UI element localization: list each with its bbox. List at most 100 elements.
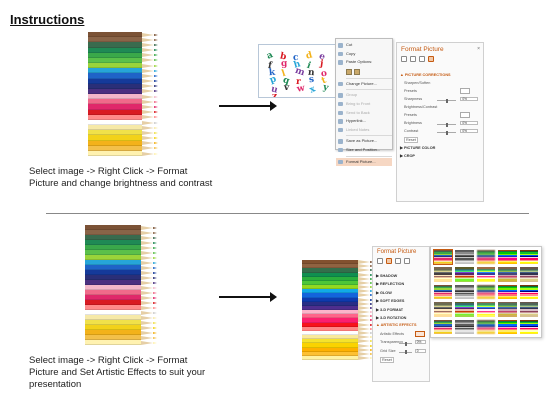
pencil	[88, 37, 158, 43]
artistic-effect-thumbnail[interactable]	[455, 250, 474, 265]
letter-glyph: y	[321, 82, 330, 94]
artistic-effect-thumbnail[interactable]	[434, 267, 453, 282]
menu-item-label: Send to Back	[346, 109, 370, 115]
artistic-effect-thumbnail[interactable]	[519, 250, 538, 265]
artistic-effect-thumbnail[interactable]	[519, 267, 538, 282]
pencil	[88, 42, 158, 48]
pane-row[interactable]: ▲ PICTURE CORRECTIONS	[400, 73, 451, 77]
tab-fill-line[interactable]	[401, 56, 407, 62]
pane-row[interactable]: ▶ GLOW	[376, 290, 392, 295]
artistic-effect-thumbnail[interactable]	[498, 319, 517, 334]
menu-item-change-picture[interactable]: Change Picture...	[336, 80, 392, 89]
value-spinner[interactable]: 0%	[460, 121, 478, 125]
pane-tabs	[377, 258, 410, 264]
pencil	[88, 99, 158, 105]
pencil-image-original[interactable]	[88, 32, 158, 157]
slider-knob[interactable]	[405, 341, 408, 346]
pane-row[interactable]: ▶ CROP	[400, 154, 415, 158]
value-slider[interactable]	[399, 350, 412, 355]
pane-row[interactable]: ▶ SOFT EDGES	[376, 299, 405, 304]
menu-item-label: Bring to Front	[346, 100, 371, 106]
menu-item-icon	[338, 159, 343, 165]
pane-row: Brightness/Contrast	[404, 105, 438, 109]
artistic-effect-thumbnail[interactable]	[498, 267, 517, 282]
value-slider[interactable]	[436, 130, 456, 135]
tab-effects[interactable]	[386, 258, 392, 264]
menu-item-copy[interactable]: Copy	[336, 50, 392, 59]
value-slider[interactable]	[399, 341, 412, 346]
pane-row[interactable]: ▶ SHADOW	[376, 274, 398, 278]
tab-picture[interactable]	[428, 56, 434, 62]
menu-item-format-picture[interactable]: Format Picture...	[336, 157, 392, 167]
pane-row[interactable]: ▶ REFLECTION	[376, 282, 405, 287]
value-spinner[interactable]: 0%	[460, 129, 478, 133]
tab-size-properties[interactable]	[395, 258, 401, 264]
tab-effects[interactable]	[410, 56, 416, 62]
preset-dropdown[interactable]	[414, 330, 425, 337]
tab-fill-line[interactable]	[377, 258, 383, 264]
pencil-image-result[interactable]	[302, 260, 374, 361]
artistic-effect-thumbnail[interactable]	[455, 267, 474, 282]
letter-glyph: x	[308, 84, 318, 96]
artistic-effect-thumbnail[interactable]	[455, 284, 474, 300]
artistic-effect-thumbnail[interactable]	[519, 302, 538, 317]
paste-icon[interactable]	[354, 68, 360, 75]
value-slider[interactable]	[436, 122, 456, 127]
menu-item-size-and-position[interactable]: Size and Position...	[336, 146, 392, 155]
menu-item-group: Group	[336, 91, 392, 100]
preset-dropdown[interactable]	[460, 112, 471, 118]
instruction-line: Select image -> Right Click -> Format	[29, 166, 188, 177]
menu-item-save-as-picture[interactable]: Save as Picture...	[336, 137, 392, 146]
slider-knob[interactable]	[446, 122, 449, 127]
preset-dropdown[interactable]	[460, 88, 471, 94]
artistic-effect-thumbnail[interactable]	[476, 319, 496, 334]
artistic-effect-thumbnail[interactable]	[434, 284, 453, 300]
tab-size-properties[interactable]	[419, 56, 425, 62]
artistic-effect-thumbnail[interactable]	[432, 248, 454, 266]
tab-picture[interactable]	[404, 258, 410, 264]
instruction-line: Picture and change brightness and contra…	[29, 178, 213, 189]
slider-knob[interactable]	[446, 130, 449, 135]
menu-item-cut[interactable]: Cut	[336, 41, 392, 50]
pencil-image-original[interactable]	[85, 225, 157, 345]
slider-knob[interactable]	[446, 98, 449, 103]
pencil	[85, 245, 157, 250]
menu-item-icon	[338, 81, 343, 87]
artistic-effect-thumbnail[interactable]	[455, 319, 474, 334]
slider-knob[interactable]	[405, 350, 408, 355]
pane-row[interactable]: Reset	[404, 137, 418, 143]
artistic-effect-thumbnail[interactable]	[476, 284, 496, 300]
pane-row[interactable]: ▶ 3-D FORMAT	[376, 307, 404, 312]
pane-row[interactable]: ▶ PICTURE COLOR	[400, 146, 436, 150]
pencil	[88, 150, 158, 157]
artistic-effect-thumbnail[interactable]	[434, 302, 453, 317]
artistic-effect-thumbnail[interactable]	[519, 284, 538, 300]
artistic-effect-thumbnail[interactable]	[434, 319, 453, 334]
value-spinner[interactable]: 0	[414, 348, 427, 353]
artistic-effect-thumbnail[interactable]	[498, 302, 517, 317]
menu-item-send-to-back: Send to Back	[336, 109, 392, 118]
artistic-effect-thumbnail[interactable]	[455, 302, 474, 317]
pencil	[85, 285, 157, 290]
pane-row[interactable]: ▲ ARTISTIC EFFECTS	[376, 323, 417, 328]
artistic-effect-thumbnail[interactable]	[476, 250, 496, 265]
artistic-effect-thumbnail[interactable]	[476, 302, 496, 317]
menu-item-label: Copy	[346, 50, 356, 56]
artistic-effect-thumbnail[interactable]	[498, 250, 517, 265]
value-slider[interactable]	[436, 98, 456, 103]
value-spinner[interactable]: 0%	[414, 340, 427, 345]
pencil	[88, 130, 158, 136]
menu-item-paste-options[interactable]: Paste Options:	[336, 58, 392, 67]
menu-item-hyperlink[interactable]: Hyperlink...	[336, 117, 392, 126]
menu-item-label: Size and Position...	[346, 146, 381, 152]
pencil	[85, 295, 157, 300]
pane-row[interactable]: ▶ 3-D ROTATION	[376, 316, 407, 320]
value-spinner[interactable]: 0%	[460, 97, 478, 101]
artistic-effect-thumbnail[interactable]	[498, 284, 517, 300]
paste-icon[interactable]	[346, 68, 352, 75]
artistic-effect-thumbnail[interactable]	[519, 319, 538, 334]
close-icon[interactable]: ×	[477, 46, 480, 52]
pane-row[interactable]: Reset	[380, 357, 394, 363]
artistic-effect-thumbnail[interactable]	[476, 267, 496, 282]
